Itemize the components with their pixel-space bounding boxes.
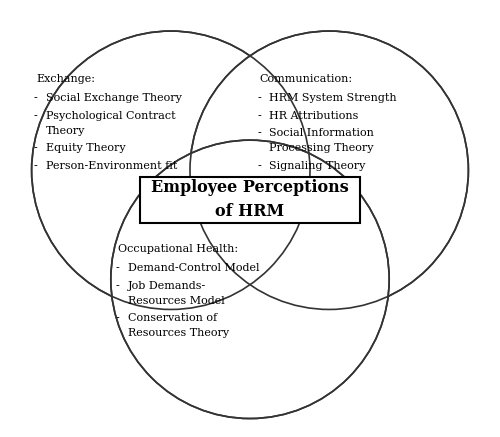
Text: -: - <box>34 93 38 103</box>
Text: -: - <box>34 161 38 171</box>
Text: -: - <box>116 313 119 323</box>
Text: Person-Environment fit: Person-Environment fit <box>46 161 178 171</box>
Text: Employee Perceptions
of HRM: Employee Perceptions of HRM <box>151 179 349 220</box>
Text: -: - <box>257 128 261 139</box>
Text: Processing Theory: Processing Theory <box>269 143 374 153</box>
Ellipse shape <box>111 140 389 419</box>
Text: Signaling Theory: Signaling Theory <box>269 161 366 171</box>
FancyBboxPatch shape <box>140 177 360 223</box>
Text: -: - <box>257 93 261 103</box>
Text: HR Attributions: HR Attributions <box>269 111 358 121</box>
Ellipse shape <box>32 31 310 309</box>
Text: Resources Theory: Resources Theory <box>128 329 228 339</box>
Text: -: - <box>116 281 119 291</box>
Text: -: - <box>34 143 38 153</box>
Text: Demand-Control Model: Demand-Control Model <box>128 263 259 273</box>
Text: -: - <box>257 111 261 121</box>
Text: Exchange:: Exchange: <box>36 74 96 84</box>
Text: Equity Theory: Equity Theory <box>46 143 126 153</box>
Text: Conservation of: Conservation of <box>128 313 216 323</box>
Text: -: - <box>34 111 38 121</box>
Text: Resources Model: Resources Model <box>128 296 224 306</box>
Text: Occupational Health:: Occupational Health: <box>118 244 238 253</box>
Text: HRM System Strength: HRM System Strength <box>269 93 397 103</box>
Text: Job Demands-: Job Demands- <box>128 281 206 291</box>
Text: Communication:: Communication: <box>260 74 352 84</box>
Text: Social Information: Social Information <box>269 128 374 139</box>
Text: -: - <box>257 161 261 171</box>
Text: Theory: Theory <box>46 126 86 136</box>
Ellipse shape <box>190 31 468 309</box>
Text: Social Exchange Theory: Social Exchange Theory <box>46 93 182 103</box>
Text: -: - <box>116 263 119 273</box>
Text: Psychological Contract: Psychological Contract <box>46 111 176 121</box>
